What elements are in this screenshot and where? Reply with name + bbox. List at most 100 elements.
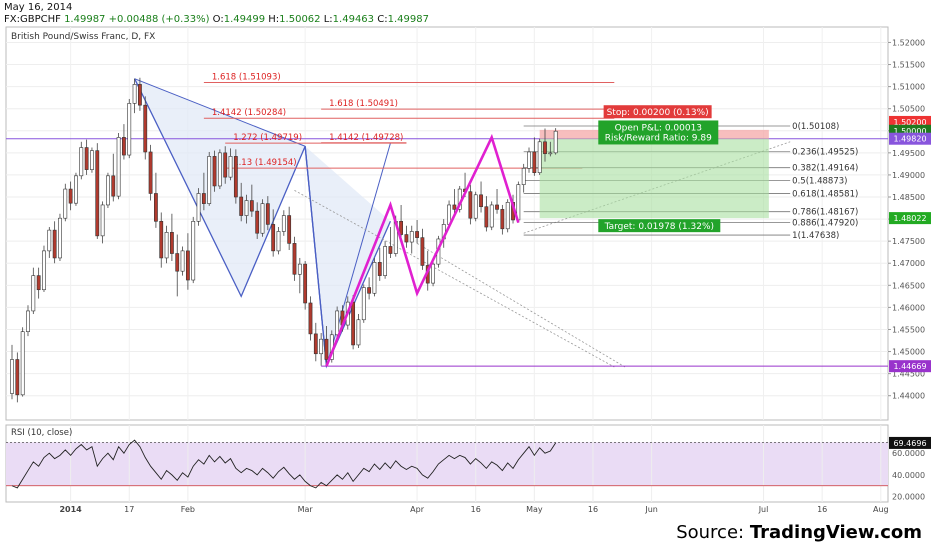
candle-body [532, 151, 537, 174]
x-tick-label: Feb [181, 505, 195, 514]
candle-body [84, 147, 89, 170]
candle-body [196, 193, 201, 222]
x-tick-label: May [526, 505, 543, 514]
price-tag-box [889, 212, 931, 225]
candle-body [154, 193, 158, 222]
candle-body [207, 156, 212, 204]
y-tick-label: 1.49000 [892, 171, 925, 180]
candle-body [244, 200, 249, 216]
x-tick-label: 16 [471, 505, 481, 514]
candle-body [79, 147, 84, 177]
candle-body [217, 152, 222, 187]
price-chart[interactable]: 1.44000 1.44500 1.45000 1.45500 1.46000 1.465… [0, 0, 932, 520]
candle-body [52, 229, 57, 259]
rsi-line [11, 439, 557, 489]
candle-body [527, 151, 531, 169]
pnl-label: Open P&L: 0.00013 [615, 123, 702, 133]
x-tick-label: Aug [873, 505, 889, 514]
fib-extension-label: 1.618 (1.51093) [212, 73, 281, 83]
stop-label: Stop: 0.00200 (0.13%) [607, 108, 709, 118]
header-date: May 16, 2014 [4, 2, 73, 13]
candle-body [303, 263, 308, 304]
candle-body [537, 141, 542, 174]
candle-body [233, 156, 238, 198]
fib-extension-label: 1.4142 (1.50284) [212, 108, 286, 118]
candle-body [175, 253, 180, 272]
y-tick-label: 1.50500 [892, 105, 925, 114]
candle-body [505, 202, 510, 230]
candle-body [36, 275, 41, 291]
source-prefix: Source: [676, 522, 750, 543]
candle-body [26, 310, 30, 332]
candle-body [58, 217, 62, 259]
candle-body [223, 152, 228, 178]
candle-body [324, 338, 329, 360]
candle-body [388, 246, 393, 254]
stop-label-box [603, 105, 712, 119]
candle-body [228, 156, 233, 178]
header-close: 1.49987 [387, 14, 429, 25]
candle-body [106, 175, 110, 206]
y-tick-label: 1.46000 [892, 303, 925, 312]
candle-body [42, 250, 46, 291]
pattern-triangle-bcd [305, 146, 391, 367]
candle-body [351, 301, 356, 346]
candle-body [361, 287, 366, 321]
x-tick-label: 17 [124, 505, 134, 514]
candle-body [68, 188, 73, 204]
candle-body [553, 130, 558, 154]
candle-body [297, 263, 302, 275]
dotted-trendline [294, 190, 615, 368]
candle-body [287, 215, 292, 244]
candle-body [372, 262, 377, 294]
candle-body [143, 104, 148, 153]
fib-level-label: 0.786(1.48167) [792, 208, 858, 218]
candle-body [63, 188, 68, 219]
x-tick-label: Apr [410, 505, 425, 514]
header-change: +0.00488 (+0.33%) [108, 14, 210, 25]
target-label: Target: 0.01978 (1.32%) [604, 222, 714, 232]
candle-body [249, 200, 254, 212]
rsi-tick-label: 60.0000 [892, 449, 925, 458]
candle-body [500, 209, 505, 230]
candle-body [431, 263, 435, 284]
candle-body [516, 184, 521, 221]
x-tick-label: Jul [758, 505, 769, 514]
candle-body [521, 168, 526, 185]
fib-extension-label: 1.4142 (1.49728) [329, 133, 403, 143]
fib-level-label: 0(1.50108) [792, 122, 839, 132]
candle-body [473, 194, 478, 219]
x-tick-label: 2014 [59, 505, 82, 514]
candle-body [255, 210, 260, 234]
header-open-label: O: [212, 14, 224, 25]
candle-body [15, 359, 20, 396]
candle-body [367, 287, 372, 294]
y-tick-label: 1.47000 [892, 259, 925, 268]
y-tick-label: 1.48500 [892, 193, 925, 202]
candle-body [271, 224, 276, 252]
x-tick-label: Mar [298, 505, 314, 514]
rsi-band [6, 442, 888, 486]
candle-body [31, 275, 36, 312]
rsi-tag-box [889, 436, 931, 449]
candle-body [292, 243, 297, 275]
pnl-label-box [598, 120, 719, 145]
candle-body [191, 220, 196, 281]
y-tick-label: 1.51500 [892, 61, 925, 70]
candle-body [74, 175, 78, 204]
candle-body [468, 191, 473, 219]
x-tick-label: Jun [644, 505, 658, 514]
y-tick-label: 1.52000 [892, 38, 925, 47]
candle-body [10, 359, 14, 394]
header-low-label: L: [323, 14, 333, 25]
pattern-diagonal [134, 78, 306, 147]
candle-body [399, 220, 403, 235]
candle-body [47, 229, 52, 252]
candle-body [111, 175, 116, 197]
candle-body [543, 141, 547, 155]
y-tick-label: 1.44000 [892, 392, 925, 401]
price-tag-box [889, 124, 931, 137]
candle-body [148, 151, 153, 194]
y-tick-label: 1.45500 [892, 325, 925, 334]
